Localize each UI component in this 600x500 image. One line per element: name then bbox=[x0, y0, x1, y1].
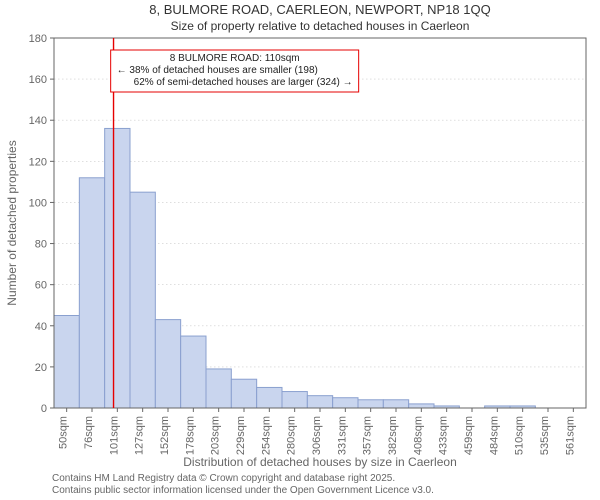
histogram-chart: 0 20 40 60 80 100 120 140 160 180 50sqm 76sqm 101sqm… bbox=[0, 0, 600, 500]
y-tick-label: 60 bbox=[35, 280, 47, 292]
bar bbox=[79, 178, 104, 408]
x-tick-label: 50sqm bbox=[58, 416, 70, 449]
footnote-1: Contains HM Land Registry data © Crown c… bbox=[52, 473, 395, 484]
bar bbox=[333, 398, 358, 408]
chart-subtitle: Size of property relative to detached ho… bbox=[171, 19, 470, 33]
bar bbox=[155, 320, 180, 408]
x-tick-label: 152sqm bbox=[159, 416, 171, 455]
x-axis-label: Distribution of detached houses by size … bbox=[183, 455, 457, 469]
x-tick-label: 535sqm bbox=[539, 416, 551, 455]
bar bbox=[231, 379, 256, 408]
bar bbox=[409, 404, 434, 408]
y-tick-label: 0 bbox=[41, 403, 47, 415]
bar bbox=[282, 392, 307, 408]
x-tick-label: 178sqm bbox=[184, 416, 196, 455]
y-tick-label: 160 bbox=[29, 74, 47, 86]
chart-container: 0 20 40 60 80 100 120 140 160 180 50sqm 76sqm 101sqm… bbox=[0, 0, 600, 500]
x-tick-label: 331sqm bbox=[336, 416, 348, 455]
x-tick-label: 408sqm bbox=[412, 416, 424, 455]
annotation-line: 8 BULMORE ROAD: 110sqm bbox=[170, 53, 300, 64]
annotation-line: ← 38% of detached houses are smaller (19… bbox=[117, 65, 318, 76]
y-tick-label: 120 bbox=[29, 156, 47, 168]
y-axis-label: Number of detached properties bbox=[5, 140, 19, 305]
bar bbox=[54, 316, 79, 409]
x-tick-label: 203sqm bbox=[210, 416, 222, 455]
bar bbox=[181, 336, 206, 408]
bar bbox=[206, 369, 231, 408]
annotation-line: 62% of semi-detached houses are larger (… bbox=[134, 77, 353, 88]
x-tick-label: 561sqm bbox=[564, 416, 576, 455]
footnote-2: Contains public sector information licen… bbox=[52, 485, 434, 496]
x-tick-label: 433sqm bbox=[438, 416, 450, 455]
bar bbox=[383, 400, 408, 408]
bar bbox=[105, 128, 130, 408]
y-tick-label: 140 bbox=[29, 115, 47, 127]
x-tick-label: 254sqm bbox=[260, 416, 272, 455]
x-tick-label: 76sqm bbox=[83, 416, 95, 449]
y-tick-label: 40 bbox=[35, 321, 47, 333]
x-tick-label: 357sqm bbox=[362, 416, 374, 455]
x-tick-label: 280sqm bbox=[286, 416, 298, 455]
bar bbox=[358, 400, 383, 408]
x-tick-label: 101sqm bbox=[108, 416, 120, 455]
x-tick-label: 510sqm bbox=[514, 416, 526, 455]
bar bbox=[307, 396, 332, 408]
x-tick-label: 484sqm bbox=[488, 416, 500, 455]
x-tick-label: 127sqm bbox=[134, 416, 146, 455]
chart-title: 8, BULMORE ROAD, CAERLEON, NEWPORT, NP18… bbox=[149, 2, 490, 17]
x-tick-label: 382sqm bbox=[387, 416, 399, 455]
x-tick-label: 306sqm bbox=[311, 416, 323, 455]
x-tick-label: 229sqm bbox=[235, 416, 247, 455]
y-tick-label: 180 bbox=[29, 33, 47, 45]
bar bbox=[257, 387, 282, 408]
y-tick-label: 20 bbox=[35, 362, 47, 374]
x-tick-label: 459sqm bbox=[463, 416, 475, 455]
y-tick-label: 80 bbox=[35, 239, 47, 251]
bar bbox=[130, 192, 155, 408]
y-tick-label: 100 bbox=[29, 197, 47, 209]
